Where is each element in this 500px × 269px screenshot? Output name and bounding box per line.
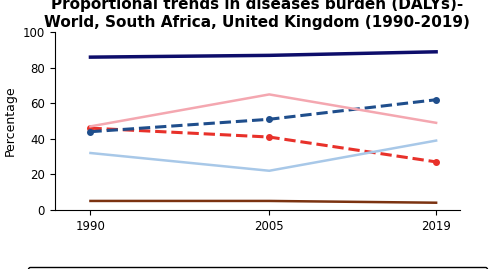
NCD-SA xyxy=(266,169,272,172)
Legend: CD-World, NCD-World, CD-SA, NCD-SA, CD-UK, NCD-UK: CD-World, NCD-World, CD-SA, NCD-SA, CD-U… xyxy=(28,267,487,269)
CD-UK xyxy=(88,199,94,203)
Line: CD-SA: CD-SA xyxy=(90,94,436,126)
Line: NCD-SA: NCD-SA xyxy=(90,141,436,171)
CD-SA xyxy=(88,125,94,128)
Y-axis label: Percentage: Percentage xyxy=(4,86,17,156)
Title: Proportional trends in diseases burden (DALYs)-
World, South Africa, United King: Proportional trends in diseases burden (… xyxy=(44,0,470,30)
CD-UK xyxy=(433,201,439,204)
NCD-World xyxy=(433,98,439,101)
CD-SA xyxy=(433,121,439,125)
NCD-UK xyxy=(266,54,272,57)
NCD-UK xyxy=(433,50,439,54)
NCD-World xyxy=(88,130,94,133)
NCD-World xyxy=(266,118,272,121)
NCD-SA xyxy=(88,151,94,155)
CD-World xyxy=(266,135,272,139)
CD-SA xyxy=(266,93,272,96)
Line: NCD-UK: NCD-UK xyxy=(90,52,436,57)
Line: NCD-World: NCD-World xyxy=(88,97,439,134)
NCD-SA xyxy=(433,139,439,142)
CD-World xyxy=(433,160,439,164)
NCD-UK xyxy=(88,55,94,59)
CD-UK xyxy=(266,199,272,203)
CD-World xyxy=(88,126,94,130)
Line: CD-UK: CD-UK xyxy=(90,201,436,203)
Line: CD-World: CD-World xyxy=(88,125,439,165)
